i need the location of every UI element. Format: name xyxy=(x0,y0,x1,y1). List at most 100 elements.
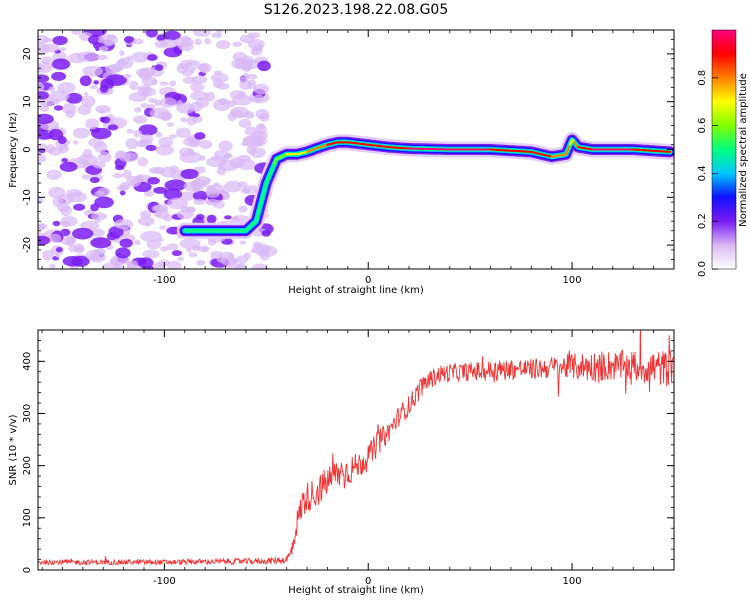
spectrogram-noise-blob xyxy=(79,75,92,87)
spectrogram-noise-blob xyxy=(97,151,112,163)
x-tick-label: -100 xyxy=(153,576,176,587)
spectrogram-noise-blob xyxy=(141,76,158,87)
spectrogram-noise-blob xyxy=(59,205,72,217)
spectrogram-noise-blob xyxy=(73,243,85,254)
spectrogram-noise-blob xyxy=(95,46,100,52)
spectrogram-noise-blob xyxy=(224,180,242,193)
figure-title: S126.2023.198.22.08.G05 xyxy=(264,2,449,18)
spectrogram-noise-blob xyxy=(145,222,151,227)
spectrogram-noise-blob xyxy=(241,59,261,69)
spectrogram-noise-blob xyxy=(191,75,208,84)
snr-line xyxy=(38,330,674,567)
spectrogram-noise-blob xyxy=(96,54,108,61)
spectrogram-noise-blob xyxy=(157,111,173,121)
y-tick-label: 20 xyxy=(22,48,33,61)
spectrogram-noise-blob xyxy=(119,238,133,248)
spectrogram-noise-blob xyxy=(73,203,86,211)
spectrogram-noise-blob xyxy=(240,187,250,194)
spectrogram-noise-blob xyxy=(246,145,257,155)
spectrogram-noise-blob xyxy=(104,64,122,74)
spectrogram-noise-blob xyxy=(58,143,69,154)
y-tick-label: -10 xyxy=(22,189,33,205)
spectrogram-noise-blob xyxy=(148,98,158,104)
spectrogram-noise-blob xyxy=(62,256,83,267)
spectrogram-noise-blob xyxy=(99,45,109,53)
spectrogram-noise-blob xyxy=(194,38,202,46)
colorbar-tick-label: 0.2 xyxy=(697,213,708,229)
spectrogram-noise-blob xyxy=(217,97,229,106)
spectrogram-noise-blob xyxy=(248,134,268,147)
spectrogram-noise-blob xyxy=(53,105,63,111)
spectrogram-noise-blob xyxy=(90,237,112,249)
spectrogram-noise-blob xyxy=(247,32,261,39)
spectrogram-noise-blob xyxy=(128,92,148,102)
spectrogram-noise-blob xyxy=(168,134,178,139)
spectrogram-noise-blob xyxy=(155,131,163,138)
spectrogram-noise-blob xyxy=(236,255,248,264)
spectrogram-noise-blob xyxy=(158,136,174,148)
y-tick-label: 300 xyxy=(22,404,33,423)
spectrogram-noise-blob xyxy=(92,160,106,169)
spectrogram-noise-blob xyxy=(93,141,108,153)
spectrogram-noise-blob xyxy=(192,30,211,37)
spectrogram-noise-blob xyxy=(159,81,169,86)
spectrogram-noise-blob xyxy=(179,151,202,164)
spectrogram-noise-blob xyxy=(38,113,54,125)
spectrogram-noise-blob xyxy=(144,190,155,197)
colorbar-label: Normalized spectral amplitude xyxy=(738,73,749,227)
colorbar-gradient xyxy=(711,29,737,270)
spectrogram-noise-blob xyxy=(41,56,53,65)
spectrogram-noise-blob xyxy=(76,154,98,166)
spectrogram-noise-blob xyxy=(38,82,45,92)
spectrogram-noise-blob xyxy=(251,263,269,269)
spectrogram-noise-blob xyxy=(175,127,191,138)
spectrogram-noise-blob xyxy=(166,226,181,235)
spectrogram-noise-blob xyxy=(192,190,208,201)
spectrogram-noise-blob xyxy=(90,84,98,90)
spectrogram-noise-blob xyxy=(206,214,217,224)
spectrogram-noise-blob xyxy=(195,213,205,220)
spectrogram-noise-blob xyxy=(137,216,155,226)
spectrogram-noise-blob xyxy=(179,191,196,201)
spectrogram-noise-blob xyxy=(140,103,149,109)
spectrogram-noise-blob xyxy=(257,123,265,130)
spectrogram-noise-blob xyxy=(90,127,112,140)
spectrogram-noise-blob xyxy=(163,188,183,200)
spectrogram-noise-blob xyxy=(132,38,144,45)
spectrogram-noise-blob xyxy=(258,113,270,122)
spectrogram-noise-blob xyxy=(110,259,119,264)
spectrogram-noise-blob xyxy=(243,111,255,120)
spectrogram-noise-blob xyxy=(198,62,212,74)
spectrogram-noise-blob xyxy=(38,153,47,164)
spectrogram-noise-blob xyxy=(195,97,210,108)
spectrogram-noise-blob xyxy=(166,243,179,251)
spectrogram-noise-blob xyxy=(167,260,182,269)
spectrogram-noise-blob xyxy=(238,118,252,128)
x-tick-label: 100 xyxy=(563,275,582,286)
y-tick-label: 10 xyxy=(22,95,33,108)
spectrogram-noise-blob xyxy=(160,166,176,178)
spectrogram-noise-blob xyxy=(232,41,243,47)
spectrogram-noise-blob xyxy=(91,228,105,238)
spectrogram-noise-blob xyxy=(91,212,108,221)
y-tick-label: 0 xyxy=(22,567,33,573)
colorbar: 0.0 0.2 0.4 0.6 0.8 Normalized spectral ampl… xyxy=(697,29,749,277)
y-tick-label: -20 xyxy=(22,237,33,253)
snr-ylabel: SNR (10 * v/v) xyxy=(8,414,19,485)
spectrogram-noise-blob xyxy=(89,176,100,184)
spectrogram-noise-blob xyxy=(142,249,160,259)
spectrogram-noise-blob xyxy=(112,172,124,179)
spectrogram-noise-blob xyxy=(52,35,68,46)
spectrogram-noise-blob xyxy=(159,97,177,108)
colorbar-tick-label: 0.8 xyxy=(697,70,708,86)
spectrogram-noise-blob xyxy=(122,169,132,179)
spectrogram-noise-blob xyxy=(147,54,158,61)
spectrogram-noise-blob xyxy=(230,257,240,263)
spectrogram-noise-blob xyxy=(177,256,185,262)
spectrogram-noise-blob xyxy=(188,251,198,258)
spectrogram-noise-blob xyxy=(231,94,253,106)
spectrogram-noise-blob xyxy=(65,236,76,247)
spectrogram-noise-blob xyxy=(55,253,61,258)
